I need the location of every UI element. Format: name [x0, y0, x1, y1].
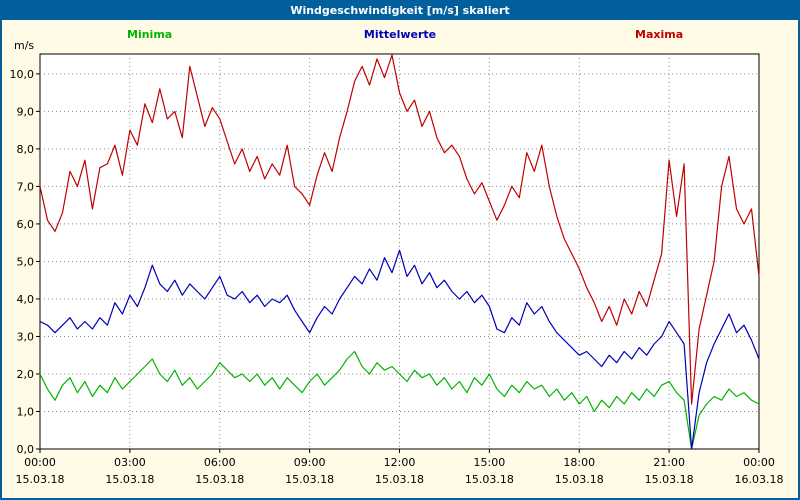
y-tick-label: 1,0 [17, 405, 35, 418]
x-tick-date-label: 15.03.18 [285, 473, 334, 486]
y-tick-label: 3,0 [17, 330, 35, 343]
x-tick-time-label: 06:00 [204, 456, 236, 469]
x-tick-date-label: 15.03.18 [555, 473, 604, 486]
legend-maxima: Maxima [635, 28, 684, 41]
x-tick-time-label: 21:00 [653, 456, 685, 469]
y-tick-label: 7,0 [17, 180, 35, 193]
series-line-maxima [39, 54, 760, 405]
legend-mittelwerte: Mittelwerte [363, 28, 437, 41]
series-line-minima [39, 350, 760, 450]
x-tick-time-label: 15:00 [474, 456, 506, 469]
x-tick-time-label: 03:00 [114, 456, 146, 469]
x-tick-time-label: 18:00 [563, 456, 595, 469]
x-tick-date-label: 15.03.18 [105, 473, 154, 486]
x-tick-date-label: 15.03.18 [16, 473, 65, 486]
x-tick-date-label: 16.03.18 [735, 473, 784, 486]
y-axis-unit-label: m/s [14, 39, 35, 52]
y-tick-label: 5,0 [17, 255, 35, 268]
x-tick-time-label: 00:00 [24, 456, 56, 469]
x-tick-time-label: 12:00 [384, 456, 416, 469]
legend-minima: Minima [127, 28, 173, 41]
y-tick-label: 6,0 [17, 218, 35, 231]
y-tick-label: 10,0 [10, 68, 35, 81]
y-tick-label: 9,0 [17, 105, 35, 118]
x-tick-time-label: 00:00 [743, 456, 775, 469]
x-tick-date-label: 15.03.18 [375, 473, 424, 486]
x-tick-date-label: 15.03.18 [195, 473, 244, 486]
window-title: Windgeschwindigkeit [m/s] skaliert [290, 4, 510, 17]
series-line-mittelwerte [39, 249, 760, 450]
y-tick-label: 8,0 [17, 143, 35, 156]
y-tick-label: 2,0 [17, 368, 35, 381]
x-tick-date-label: 15.03.18 [645, 473, 694, 486]
y-tick-label: 0,0 [17, 443, 35, 456]
x-tick-date-label: 15.03.18 [465, 473, 514, 486]
y-tick-label: 4,0 [17, 293, 35, 306]
title-bar: Windgeschwindigkeit [m/s] skaliert [2, 2, 798, 20]
x-tick-time-label: 09:00 [294, 456, 326, 469]
